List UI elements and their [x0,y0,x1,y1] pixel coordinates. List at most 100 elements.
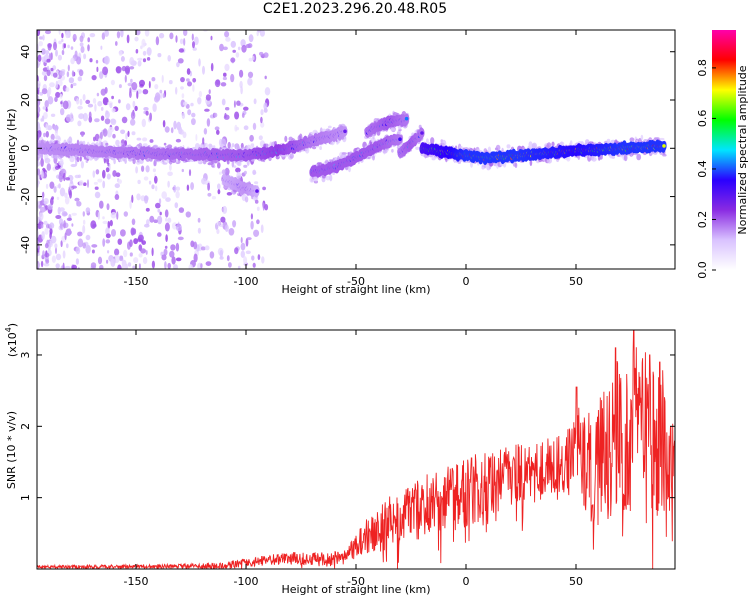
spectrogram-noise-point [65,87,70,93]
spectrogram-noise-point [264,204,269,211]
spectrogram-noise-point [43,220,48,225]
spectrogram-noise-point [167,180,170,188]
spectrogram-noise-point [129,239,133,247]
spectrogram-noise-point [43,132,46,138]
spectrogram-noise-point [223,114,230,120]
spectrogram-noise-point [143,176,149,181]
spectrogram-noise-point [136,90,139,100]
spectrogram-noise-point [55,215,62,219]
spectrogram-halo-point [54,155,60,159]
spectrogram-noise-point [112,170,117,177]
spectrogram-noise-point [226,255,230,262]
spectrogram-noise-point [186,184,190,191]
spectrogram-noise-point [205,94,211,101]
spectrogram-noise-point [87,37,90,43]
spectrogram-noise-point [225,107,230,111]
spectrogram-noise-point [134,36,139,42]
spectrogram-noise-point [248,57,253,62]
spectrogram-noise-point [188,169,192,177]
spectrogram-halo-point [430,137,435,145]
spectrogram-noise-point [59,71,65,76]
spectrogram-noise-point [175,242,180,252]
spectrogram-noise-point [145,110,149,116]
spectrogram-noise-point [252,122,257,130]
spectrogram-noise-point [62,212,68,216]
spectrogram-noise-point [55,263,60,269]
spectrogram-noise-point [164,222,170,232]
spectrogram-noise-point [173,184,177,193]
spectrogram-halo-point [370,137,376,143]
spectrogram-noise-point [90,262,97,269]
spectrogram-noise-point [96,92,100,97]
spectrogram-noise-point [42,250,45,257]
spectrogram-noise-point [46,65,50,71]
spectrogram-noise-point [162,120,166,128]
spectrogram-noise-point [252,169,257,175]
spectrogram-halo-point [529,159,533,166]
spectrogram-noise-point [110,211,117,219]
spectrogram-noise-point [37,160,41,167]
spectrogram-noise-point [55,49,58,57]
spectrogram-halo-point [495,144,501,151]
spectrogram-noise-point [45,183,49,189]
spectrogram-noise-point [62,262,65,269]
spectrogram-noise-point [130,118,136,126]
spectrogram-noise-point [78,69,84,77]
spectrogram-noise-point [60,240,63,248]
spectrogram-halo-point [551,141,555,147]
spectrogram-noise-point [37,54,42,62]
spectrogram-noise-point [256,219,260,225]
spectrogram-noise-point [110,118,117,126]
spectrogram-noise-point [76,199,79,207]
spectrogram-noise-point [141,118,146,128]
spectrogram-noise-point [259,51,264,56]
spectrogram-noise-point [236,100,241,106]
spectrogram-noise-point [43,201,48,205]
spectrogram-noise-point [37,200,40,206]
spectrogram-noise-point [240,237,243,244]
spectrogram-noise-point [206,118,211,127]
spectrogram-noise-point [54,96,58,103]
spectrogram-noise-point [85,207,91,214]
spectrogram-noise-point [155,92,161,102]
spectrogram-noise-point [104,30,109,37]
spectrogram-noise-point [93,181,98,185]
spectrogram-noise-point [69,190,72,199]
spectrogram-noise-point [79,180,84,186]
spectrogram-noise-point [59,187,66,197]
spectrogram-noise-point [111,108,116,113]
spectrogram-noise-point [67,44,70,49]
spectrogram-noise-point [97,211,100,220]
spectrogram-noise-point [56,184,59,189]
spectrogram-noise-point [177,58,184,64]
spectrogram-noise-point [129,252,133,257]
spectrogram-noise-point [111,95,114,100]
spectrogram-noise-point [154,84,159,90]
spectrogram-noise-point [94,186,99,190]
spectrogram-halo-point [96,141,99,146]
spectrogram-noise-point [51,255,57,263]
spectrogram-noise-point [100,115,105,121]
spectrogram-noise-point [149,139,154,143]
spectrogram-noise-point [63,172,66,182]
spectrogram-halo-point [227,141,231,149]
spectrogram-noise-point [219,43,224,52]
spectrogram-halo-point [514,162,518,169]
spectrogram-noise-point [95,169,100,175]
spectrogram-noise-point [100,88,107,96]
spectrogram-noise-point [37,174,40,181]
spectrogram-noise-point [237,265,241,269]
spectrogram-noise-point [67,64,70,72]
spectrogram-halo-point [531,142,538,149]
spectrogram-noise-point [200,263,203,269]
spectrogram-noise-point [133,238,139,245]
spectrogram-noise-point [257,254,261,261]
spectrogram-noise-point [161,191,167,199]
spectrogram-noise-point [146,47,152,56]
spectrogram-noise-point [55,91,61,98]
spectrogram-noise-point [70,46,74,50]
spectrogram-noise-point [44,243,49,249]
spectrogram-halo-point [390,127,396,132]
spectrogram-noise-point [148,80,151,89]
